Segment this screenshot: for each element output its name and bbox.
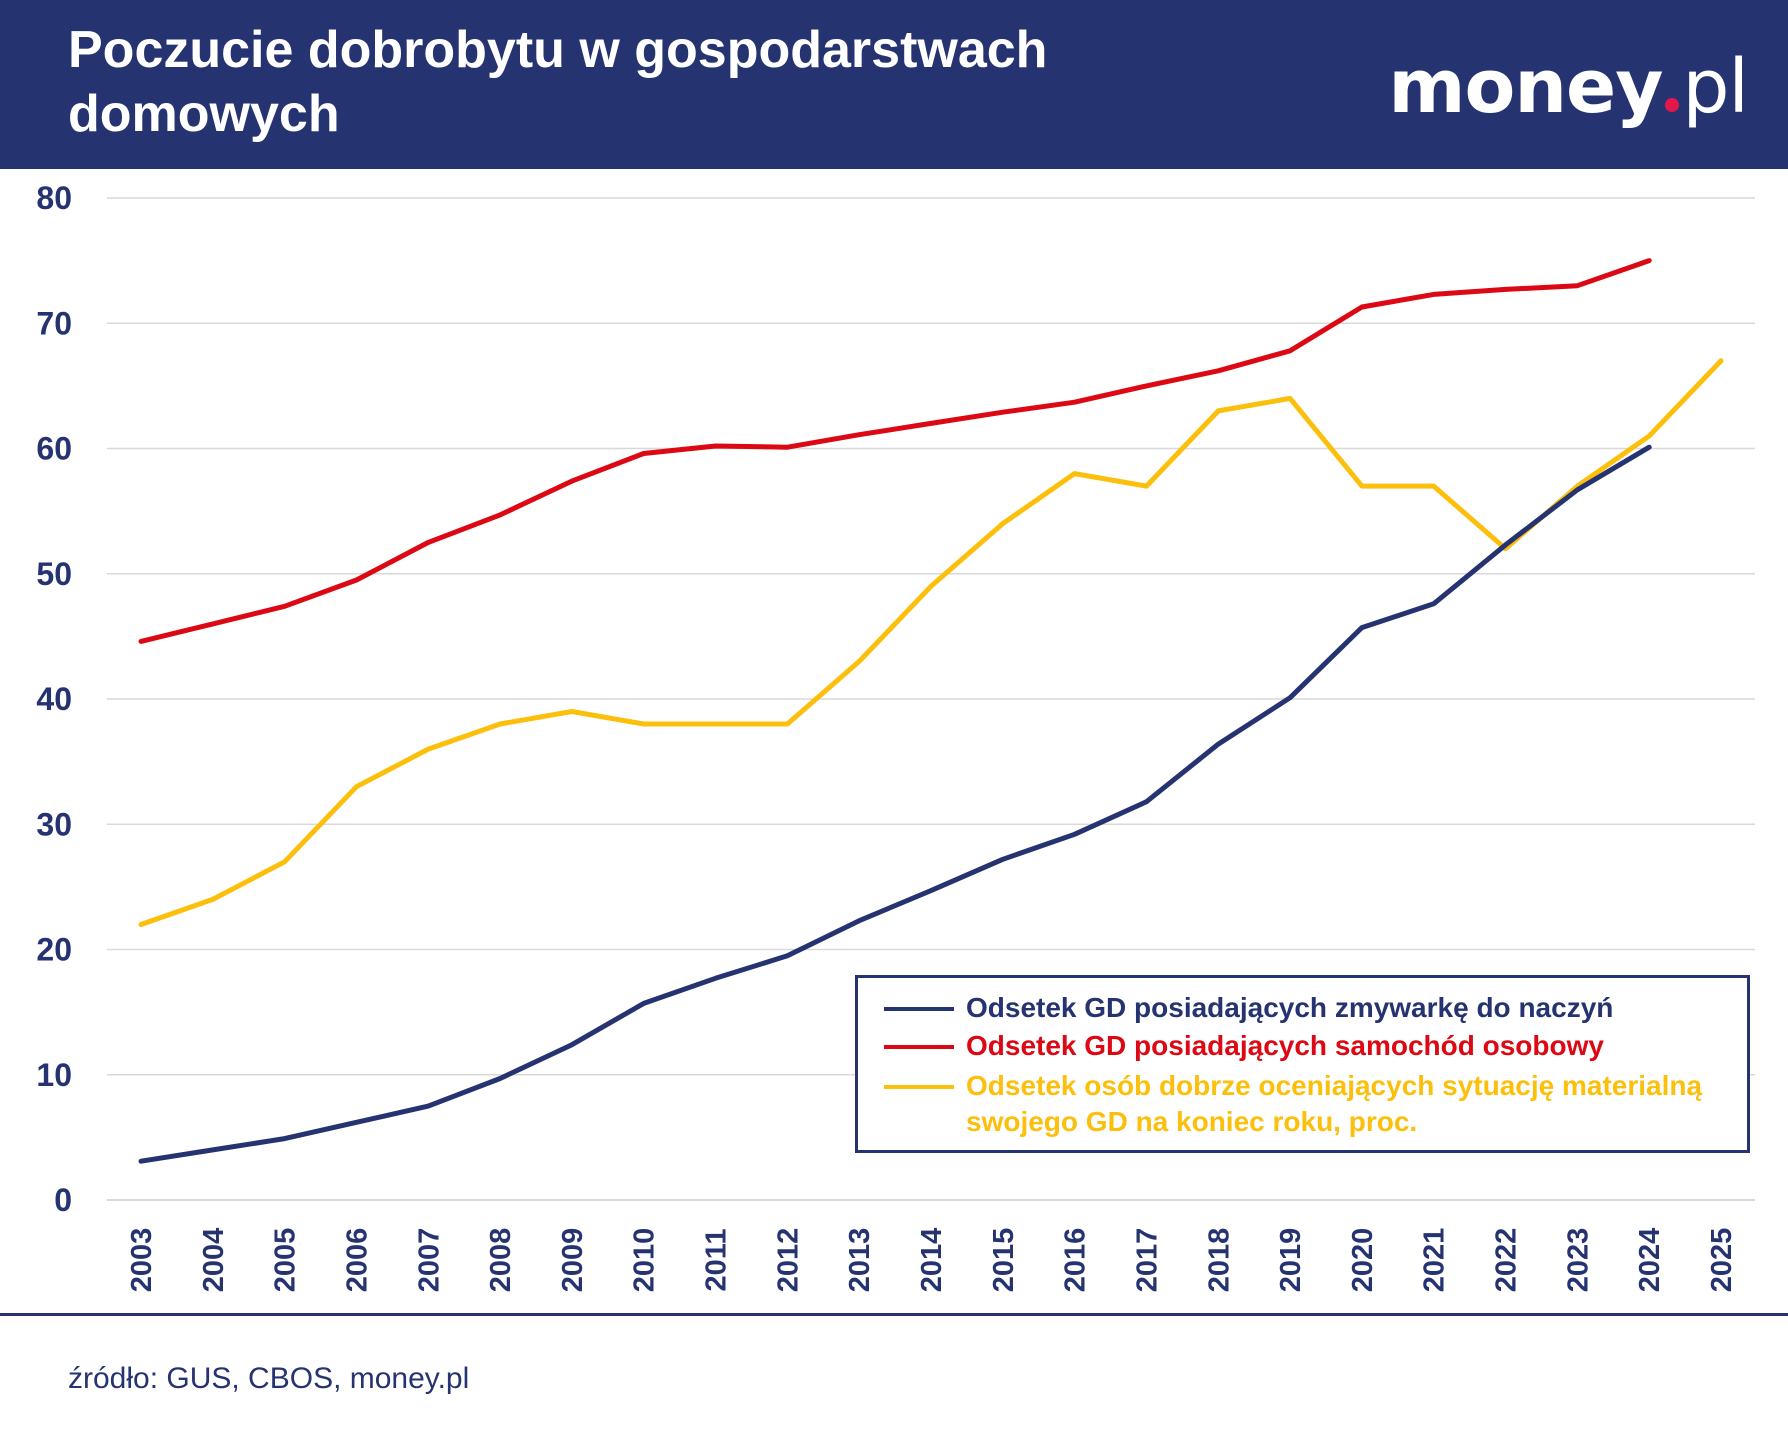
x-tick-label: 2010 (629, 1228, 661, 1293)
x-tick-label: 2004 (198, 1228, 230, 1293)
x-tick-label: 2014 (916, 1228, 948, 1293)
x-tick-label: 2020 (1347, 1228, 1379, 1293)
legend-label: Odsetek GD posiadających zmywarkę do nac… (966, 992, 1614, 1023)
x-tick-label: 2023 (1562, 1228, 1594, 1293)
y-tick-label: 60 (36, 431, 72, 467)
legend-swatch (884, 1085, 954, 1089)
y-tick-label: 70 (36, 305, 72, 341)
legend-swatch (884, 1007, 954, 1011)
x-tick-label: 2011 (701, 1229, 733, 1292)
x-tick-label: 2017 (1131, 1228, 1163, 1293)
x-tick-label: 2015 (988, 1228, 1020, 1293)
series-line (138, 358, 1724, 927)
page-title: Poczucie dobrobytu w gospodarstwach domo… (68, 21, 1048, 143)
money-pl-logo: money pl (1388, 44, 1749, 130)
x-tick-label: 2007 (413, 1228, 445, 1293)
legend-label: Odsetek osób dobrze oceniających sytuacj… (966, 1070, 1703, 1137)
x-tick-label: 2013 (844, 1228, 876, 1293)
x-tick-label: 2012 (772, 1228, 804, 1293)
x-tick-label: 2005 (270, 1228, 302, 1293)
y-tick-label: 80 (36, 180, 72, 216)
legend-swatch (884, 1045, 954, 1049)
y-tick-label: 50 (36, 556, 72, 592)
x-tick-label: 2021 (1419, 1228, 1451, 1293)
x-tick-label: 2006 (341, 1228, 373, 1293)
source-note: źródło: GUS, CBOS, money.pl (68, 1362, 470, 1395)
x-tick-label: 2022 (1491, 1228, 1523, 1293)
x-tick-label: 2008 (485, 1228, 517, 1293)
footer-divider (0, 1313, 1788, 1316)
x-tick-label: 2018 (1203, 1228, 1235, 1293)
x-tick-label: 2003 (126, 1228, 158, 1293)
series-line (138, 258, 1652, 644)
y-tick-label: 20 (36, 932, 72, 968)
y-tick-label: 40 (36, 681, 72, 717)
chart-legend: Odsetek GD posiadających zmywarkę do nac… (855, 975, 1750, 1153)
y-tick-label: 0 (54, 1182, 72, 1218)
x-tick-label: 2016 (1060, 1228, 1092, 1293)
x-tick-label: 2024 (1634, 1228, 1666, 1293)
series-line (138, 444, 1652, 1164)
x-tick-label: 2009 (557, 1228, 589, 1293)
x-tick-label: 2019 (1275, 1228, 1307, 1293)
y-tick-label: 30 (36, 806, 72, 842)
header-banner: Poczucie dobrobytu w gospodarstwach domo… (0, 0, 1788, 169)
x-tick-label: 2025 (1706, 1228, 1738, 1293)
y-tick-label: 10 (36, 1057, 72, 1093)
legend-label: Odsetek GD posiadających samochód osobow… (966, 1030, 1604, 1061)
